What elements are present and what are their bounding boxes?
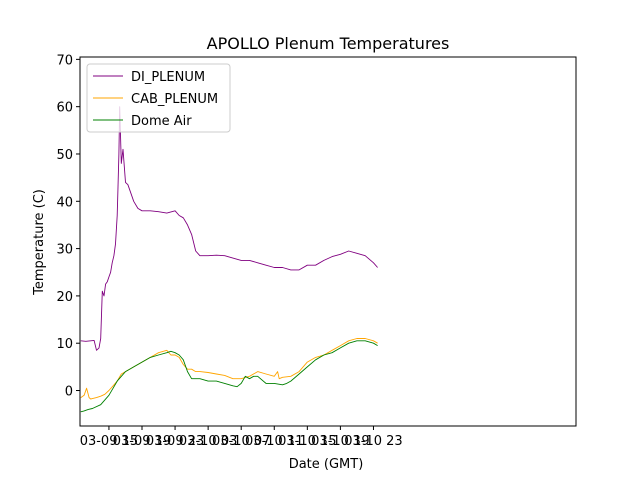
x-tick-label: 03-10 23 <box>344 434 402 449</box>
y-tick-label: 20 <box>56 290 73 305</box>
series-line-dome-air <box>80 340 378 413</box>
series-line-di-plenum <box>80 106 378 351</box>
chart-title: APOLLO Plenum Temperatures <box>207 34 450 53</box>
x-tick-label: 03-10 15 <box>278 434 336 449</box>
legend: DI_PLENUM CAB_PLENUM Dome Air <box>86 63 231 133</box>
legend-label-dome-air: Dome Air <box>131 114 192 129</box>
y-tick-label: 40 <box>56 195 73 210</box>
y-tick-label: 0 <box>65 385 73 400</box>
y-axis-label: Temperature (C) <box>32 189 47 296</box>
x-axis-label: Date (GMT) <box>289 457 364 472</box>
plot-frame <box>79 56 577 427</box>
x-tick-label: 03-10 11 <box>245 434 303 449</box>
x-tick-label: 03-10 03 <box>179 434 237 449</box>
y-tick-label: 10 <box>56 337 73 352</box>
y-tick-label: 60 <box>56 101 73 116</box>
y-tick-label: 30 <box>56 243 73 258</box>
legend-label-cab-plenum: CAB_PLENUM <box>131 92 218 107</box>
x-tick-label: 03-09 23 <box>146 434 204 449</box>
series-line-cab-plenum <box>80 338 378 400</box>
y-tick-label: 50 <box>56 148 73 163</box>
y-tick-label: 70 <box>56 53 73 68</box>
x-tick-label: 03-10 19 <box>311 434 369 449</box>
legend-label-di-plenum: DI_PLENUM <box>131 70 205 85</box>
x-tick-label: 03-09 19 <box>113 434 171 449</box>
x-tick-label: 03-09 15 <box>80 434 138 449</box>
x-tick-label: 03-10 07 <box>212 434 270 449</box>
legend-box <box>86 63 231 133</box>
